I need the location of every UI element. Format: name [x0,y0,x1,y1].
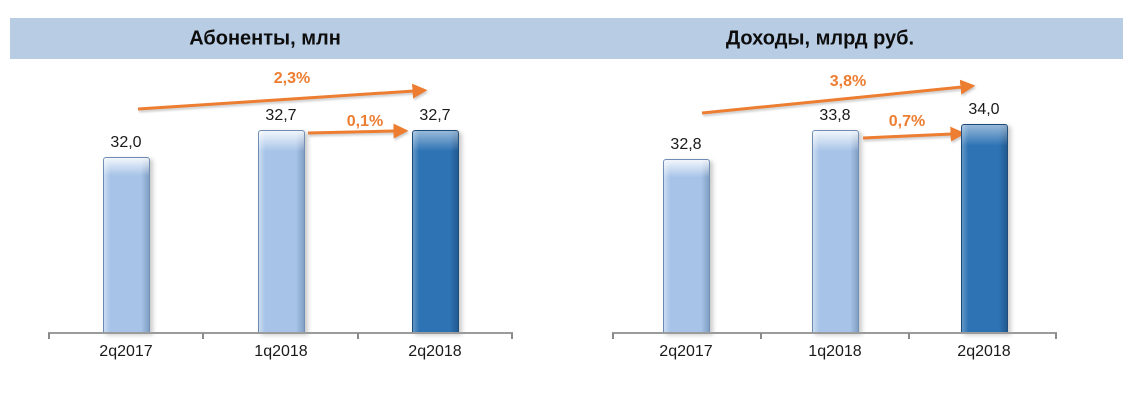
x-axis-label-2q2018: 2q2018 [408,343,462,360]
bar-value-label: 33,8 [819,107,851,124]
header-bar: Абоненты, млн Доходы, млрд руб. [10,18,1123,59]
bar-column-2q2018: 32,7 [395,107,475,333]
axis-tick [357,333,359,339]
bar-column-2q2017: 32,0 [86,134,166,333]
bar-column-1q2018: 33,8 [795,107,875,333]
revenue-chart-panel: 3,8% 0,7% 32,8 33,8 34,0 2q2017 1q2018 2… [572,0,1123,410]
x-axis-label-2q2017: 2q2017 [99,343,153,360]
bar-value-label: 32,8 [670,136,702,153]
axis-tick [202,333,204,339]
axis-tick [760,333,762,339]
axis-tick [612,333,614,339]
bar-column-2q2018: 34,0 [944,101,1024,333]
growth-label-qoq: 0,1% [346,113,384,130]
growth-label-qoq: 0,7% [888,113,926,130]
bar-2q2018-highlighted [411,130,459,333]
bar-1q2018 [257,130,305,333]
growth-label-total: 2,3% [273,70,311,87]
bar-value-label: 32,7 [265,107,297,124]
bar-2q2017 [662,159,710,333]
bar-value-label: 34,0 [968,101,1000,118]
axis-tick [908,333,910,339]
x-axis-line [48,332,513,334]
qoq-growth-arrow [307,123,409,139]
x-axis-label-2q2017: 2q2017 [659,343,713,360]
x-axis-label-2q2018: 2q2018 [957,343,1011,360]
axis-tick [511,333,513,339]
x-axis-label-1q2018: 1q2018 [254,343,308,360]
bar-column-1q2018: 32,7 [241,107,321,333]
chart-title-revenue: Доходы, млрд руб. [725,27,915,49]
bar-2q2017 [102,157,150,333]
bar-value-label: 32,0 [110,134,142,151]
subscribers-chart-panel: 2,3% 0,1% 32,0 32,7 32,7 2q2017 1q2018 2… [10,0,561,410]
bar-column-2q2017: 32,8 [646,136,726,333]
chart-title-subscribers: Абоненты, млн [189,27,341,49]
axis-tick [1055,333,1057,339]
growth-label-total: 3,8% [829,73,867,90]
bar-1q2018 [811,130,859,333]
bar-value-label: 32,7 [419,107,451,124]
x-axis-line [612,332,1057,334]
x-axis-label-1q2018: 1q2018 [808,343,862,360]
qoq-growth-arrow [862,126,966,142]
axis-tick [48,333,50,339]
bar-2q2018-highlighted [960,124,1008,333]
